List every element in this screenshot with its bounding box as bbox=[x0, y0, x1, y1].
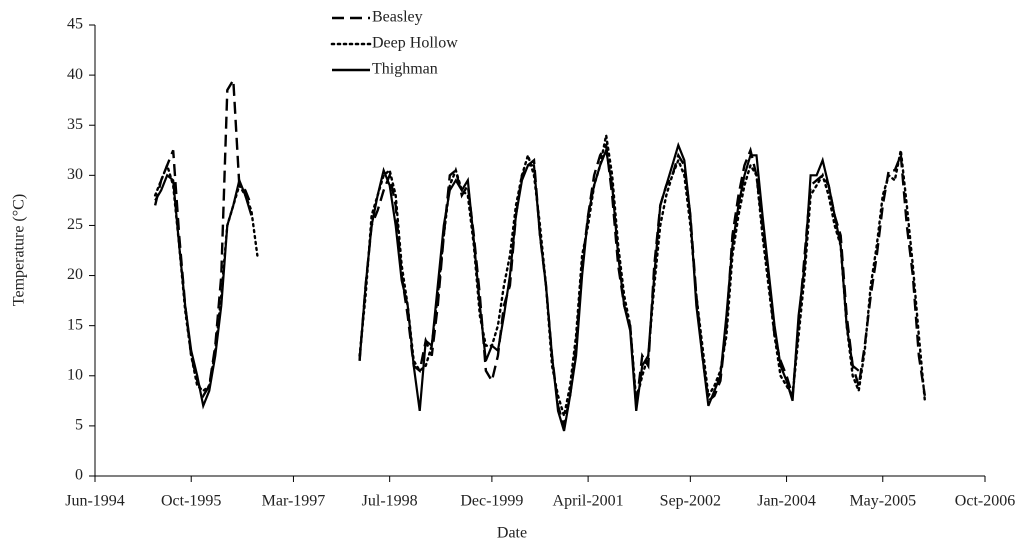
x-tick-label: Mar-1997 bbox=[262, 493, 326, 510]
x-tick-label: Oct-2006 bbox=[955, 493, 1015, 510]
y-tick-label: 20 bbox=[67, 266, 83, 283]
legend-label: Thighman bbox=[372, 61, 438, 78]
x-tick-label: Jan-2004 bbox=[757, 493, 816, 510]
y-tick-label: 5 bbox=[75, 417, 83, 434]
x-tick-label: Dec-1999 bbox=[460, 493, 523, 510]
x-axis-label: Date bbox=[497, 525, 527, 542]
y-axis-label: Temperature (°C) bbox=[11, 194, 28, 306]
y-tick-label: 25 bbox=[67, 216, 83, 233]
legend-label: Deep Hollow bbox=[372, 35, 458, 52]
y-tick-label: 45 bbox=[67, 16, 83, 33]
x-tick-label: Oct-1995 bbox=[161, 493, 221, 510]
series-line bbox=[153, 135, 927, 417]
y-tick-label: 40 bbox=[67, 66, 83, 83]
series-line bbox=[154, 141, 860, 432]
x-tick-label: Jul-1998 bbox=[362, 493, 418, 510]
x-tick-label: May-2005 bbox=[849, 493, 916, 510]
x-tick-label: Sep-2002 bbox=[660, 493, 721, 510]
x-tick-label: April-2001 bbox=[553, 493, 624, 510]
y-tick-label: 35 bbox=[67, 116, 83, 133]
y-tick-label: 0 bbox=[75, 467, 83, 484]
x-tick-label: Jun-1994 bbox=[65, 493, 125, 510]
y-tick-label: 15 bbox=[67, 316, 83, 333]
legend-label: Beasley bbox=[372, 9, 423, 26]
y-tick-label: 10 bbox=[67, 366, 83, 383]
y-tick-label: 30 bbox=[67, 166, 83, 183]
series-line bbox=[153, 76, 927, 427]
